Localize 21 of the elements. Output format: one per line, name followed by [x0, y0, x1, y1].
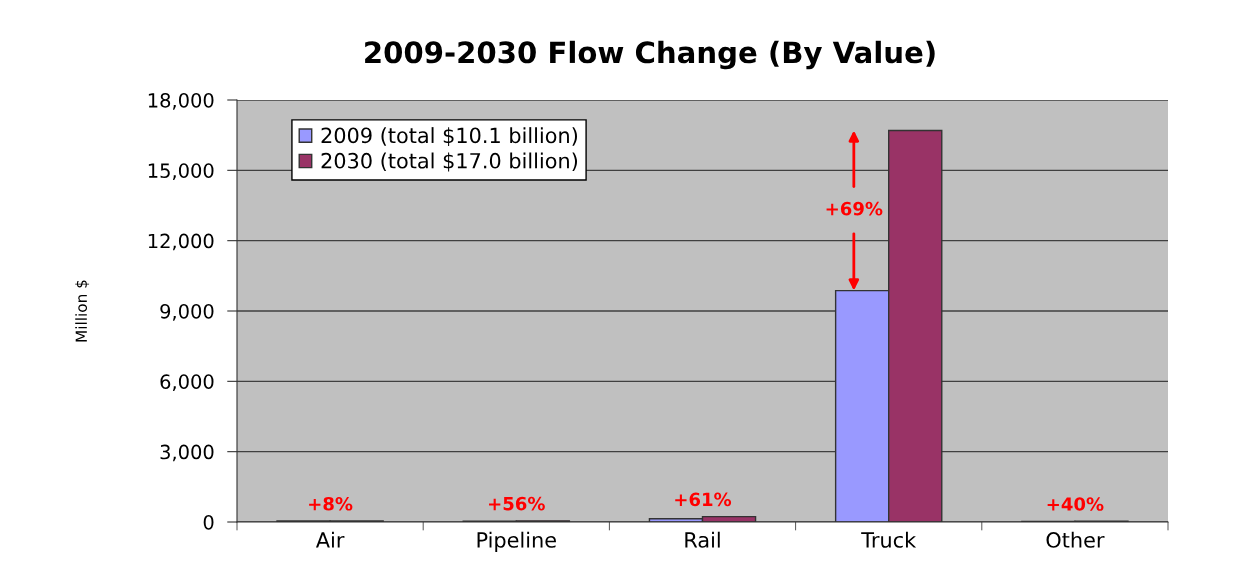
x-tick-label: Pipeline [477, 531, 556, 552]
y-tick-label: 6,000 [160, 374, 214, 391]
x-tick-label: Rail [685, 531, 720, 548]
annotation: +69% [826, 201, 883, 216]
y-tick-label: 15,000 [148, 163, 214, 180]
y-tick-label: 0 [203, 514, 214, 530]
annotation: +8% [309, 496, 353, 511]
y-axis-title: Million $ [75, 280, 90, 342]
chart-title: 2009-2030 Flow Change (By Value) [365, 40, 935, 70]
y-tick-label: 12,000 [148, 233, 214, 251]
y-tick-label: 18,000 [148, 92, 214, 110]
y-tick-label: 3,000 [160, 444, 214, 462]
x-tick-label: Air [315, 531, 345, 548]
legend-label: 2030 (total $17.0 billion) [321, 152, 578, 172]
annotation: +56% [489, 496, 545, 511]
annotation: +61% [675, 492, 732, 507]
y-tick-label: 9,000 [160, 303, 214, 321]
annotation: +40% [1047, 497, 1104, 511]
x-tick-label: Truck [861, 531, 917, 548]
legend-label: 2009 (total $10.1 billion) [321, 127, 578, 147]
x-tick-label: Other [1046, 531, 1105, 548]
